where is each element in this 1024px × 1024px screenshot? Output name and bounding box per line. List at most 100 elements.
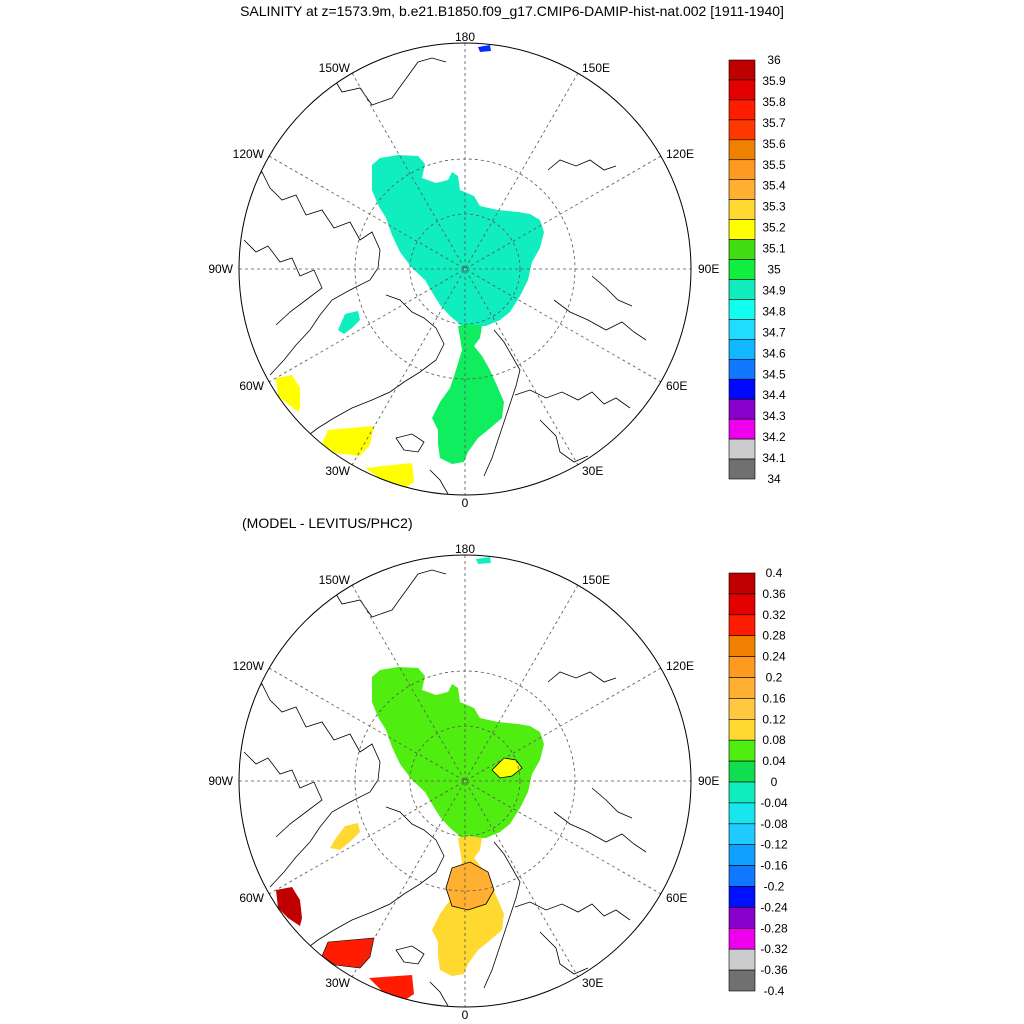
colorbar-swatch — [728, 378, 756, 400]
colorbar-swatch — [728, 219, 756, 240]
colorbar-tick-label: 34.6 — [762, 346, 786, 360]
colorbar-tick-label: 34.5 — [762, 367, 786, 381]
map-boundary — [238, 554, 692, 1008]
coastlines — [243, 57, 647, 495]
colorbar-tick-label: -0.24 — [760, 900, 788, 914]
colorbar-tick-label: 35.5 — [762, 158, 786, 172]
colorbar-tick-label: -0.16 — [760, 859, 788, 873]
colorbar-tick-label: -0.4 — [764, 984, 785, 998]
colorbar-tick-label: 0 — [771, 775, 778, 789]
colorbar-swatch — [728, 159, 756, 181]
colorbar-tick-label: 34.2 — [762, 430, 786, 444]
colorbar-swatch — [728, 760, 756, 783]
colorbar-tick-label: 34 — [767, 472, 781, 486]
colorbar-swatch — [728, 844, 756, 866]
colorbar-swatch — [728, 339, 756, 360]
colorbar-tick-label: 34.9 — [762, 283, 786, 297]
colorbar-tick-label: 0.04 — [762, 754, 786, 768]
atlantic-difference-region-2 — [321, 937, 375, 969]
colorbar-tick-label: 0.12 — [762, 712, 786, 726]
colorbar-tick-label: 34.1 — [762, 451, 786, 465]
colorbar-swatch — [728, 458, 756, 480]
salinity-field — [243, 45, 647, 495]
colorbar-tick-label: 0.08 — [762, 733, 786, 747]
colorbar-tick-label: -0.32 — [760, 942, 788, 956]
colorbar-tick-label: 35.1 — [762, 242, 786, 256]
colorbar-swatch — [728, 593, 756, 616]
colorbar-swatch — [728, 886, 756, 908]
colorbar-swatch — [728, 99, 756, 121]
colorbar-tick-label: 34.8 — [762, 304, 786, 318]
colorbar-tick-label: 36 — [767, 53, 781, 67]
atlantic-salinity-region-1 — [276, 375, 300, 412]
colorbar-swatch — [728, 179, 756, 200]
colorbar-swatch — [728, 865, 756, 887]
longitude-labels: 180 150E 120E 90E 60E 30E 0 30W 60W 90W … — [208, 30, 719, 510]
colorbar-swatch — [728, 948, 756, 971]
bering-salinity-region — [478, 45, 491, 52]
lon-label-30w: 30W — [325, 976, 350, 990]
colorbar-salinity: 36 35.9 35.8 35.7 35.6 35.5 35.4 35.3 35.2 35.1 35… — [728, 53, 786, 486]
lon-label-0: 0 — [462, 1008, 469, 1022]
colorbar-tick-label: 0.32 — [762, 608, 786, 622]
lon-label-120w: 120W — [233, 659, 265, 673]
colorbar-tick-label: 0.36 — [762, 587, 786, 601]
longitude-labels: 180 150E 120E 90E 60E 30E 0 30W 60W 90W … — [208, 542, 719, 1022]
colorbar-swatch — [728, 418, 756, 440]
lon-label-60w: 60W — [239, 379, 264, 393]
map-boundary — [238, 42, 692, 496]
colorbar-swatch — [728, 59, 756, 81]
colorbar-tick-label: 35.4 — [762, 179, 786, 193]
colorbar-tick-label: -0.12 — [760, 838, 788, 852]
colorbar-swatch — [728, 572, 756, 595]
atlantic-salinity-region-2 — [322, 426, 374, 456]
colorbar-swatch — [728, 398, 756, 420]
colorbar-difference: 0.4 0.36 0.32 0.28 0.24 0.2 0.16 0.12 0.08 0.04 0 -… — [728, 566, 788, 998]
arctic-basin-positive-anomaly — [491, 757, 523, 779]
colorbar-tick-label: -0.36 — [760, 963, 788, 977]
map-panel-salinity: 180 150E 120E 90E 60E 30E 0 30W 60W 90W … — [208, 30, 786, 510]
lon-label-120e: 120E — [666, 659, 694, 673]
lon-label-60w: 60W — [239, 891, 264, 905]
colorbar-tick-label: 0.2 — [766, 671, 783, 685]
colorbar-tick-label: 35.8 — [762, 95, 786, 109]
colorbar-tick-label: 34.4 — [762, 388, 786, 402]
colorbar-swatch — [728, 969, 756, 992]
lon-label-150e: 150E — [582, 573, 610, 587]
colorbar-swatch — [728, 139, 756, 161]
colorbar-swatch — [728, 927, 756, 950]
arctic-basin-salinity-region — [372, 155, 544, 326]
colorbar-tick-label: -0.28 — [760, 921, 788, 935]
bering-difference-region — [476, 557, 491, 564]
lon-label-30e: 30E — [582, 976, 603, 990]
colorbar-swatch — [728, 319, 756, 340]
colorbar-swatch — [728, 781, 756, 804]
lon-label-120w: 120W — [233, 147, 265, 161]
figure-title: SALINITY at z=1573.9m, b.e21.B1850.f09_g… — [240, 3, 784, 19]
colorbar-tick-label: 35.3 — [762, 200, 786, 214]
colorbar-swatch — [728, 358, 756, 380]
atlantic-salinity-region-3 — [365, 463, 414, 488]
lon-label-90e: 90E — [698, 262, 719, 276]
lon-label-150e: 150E — [582, 61, 610, 75]
colorbar-swatch — [728, 79, 756, 101]
lon-label-150w: 150W — [319, 573, 351, 587]
lon-label-150w: 150W — [319, 61, 351, 75]
colorbar-tick-label: 0.16 — [762, 691, 786, 705]
colorbar-swatch — [728, 614, 756, 636]
lon-label-120e: 120E — [666, 147, 694, 161]
atlantic-difference-region-1 — [276, 887, 302, 926]
colorbar-tick-label: 0.24 — [762, 650, 786, 664]
lon-label-60e: 60E — [666, 379, 687, 393]
colorbar-swatch — [728, 239, 756, 260]
colorbar-swatch — [728, 279, 756, 300]
colorbar-swatch — [728, 438, 756, 460]
lon-label-90w: 90W — [208, 262, 233, 276]
colorbar-swatch — [728, 907, 756, 929]
lon-label-30e: 30E — [582, 464, 603, 478]
lon-label-90w: 90W — [208, 774, 233, 788]
graticule — [239, 43, 691, 495]
colorbar-tick-label: 35.6 — [762, 137, 786, 151]
labrador-salinity-region — [338, 311, 360, 334]
